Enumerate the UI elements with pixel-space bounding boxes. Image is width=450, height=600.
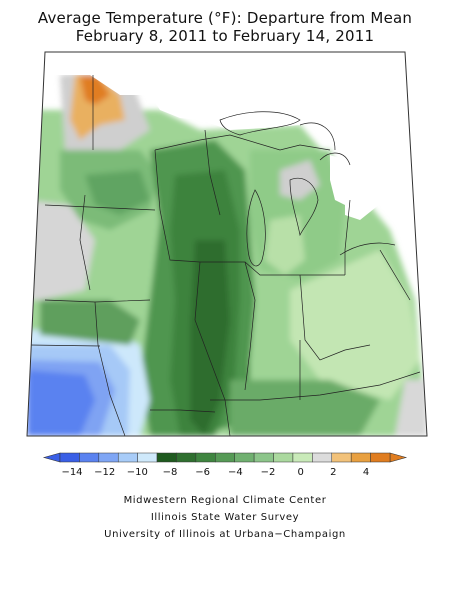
legend-tick-label: −14 (61, 467, 82, 478)
legend-tick-label: −8 (163, 467, 178, 478)
legend-tick-label: −2 (261, 467, 276, 478)
legend-swatch (59, 452, 80, 463)
legend-swatch (215, 452, 235, 463)
legend-swatch (331, 452, 352, 463)
legend-tick-label: 2 (330, 467, 336, 478)
legend-swatch (137, 452, 158, 463)
legend-swatch (273, 452, 294, 463)
map-frame (26, 51, 428, 437)
legend-swatch (79, 452, 100, 463)
legend-swatch (98, 452, 119, 463)
legend-swatch (156, 452, 177, 463)
legend-right-arrow (389, 452, 408, 463)
legend-tick-label: 4 (363, 467, 369, 478)
state-boundaries (29, 75, 421, 436)
legend-tick-label: −12 (94, 467, 115, 478)
legend-swatch (350, 452, 371, 463)
legend-swatch (195, 452, 216, 463)
legend-swatch (312, 452, 333, 463)
legend-swatch (370, 452, 391, 463)
legend-swatch (292, 452, 313, 463)
map-title-line2: February 8, 2011 to February 14, 2011 (75, 27, 375, 45)
legend-swatch (176, 452, 197, 463)
legend-tick-label: −4 (228, 467, 243, 478)
legend-swatch (117, 452, 138, 463)
legend-tick-label: −10 (127, 467, 148, 478)
legend-swatch (234, 452, 255, 463)
legend-tick-label: −6 (195, 467, 210, 478)
credit-line3: University of Illinois at Urbana−Champai… (104, 529, 346, 540)
legend-tick-label: 0 (297, 467, 303, 478)
legend-left-arrow (42, 452, 61, 463)
credit-line2: Illinois State Water Survey (150, 512, 300, 523)
map-title-line1: Average Temperature (°F): Departure from… (37, 9, 413, 27)
legend-swatch (253, 452, 274, 463)
credit-line1: Midwestern Regional Climate Center (123, 495, 327, 506)
